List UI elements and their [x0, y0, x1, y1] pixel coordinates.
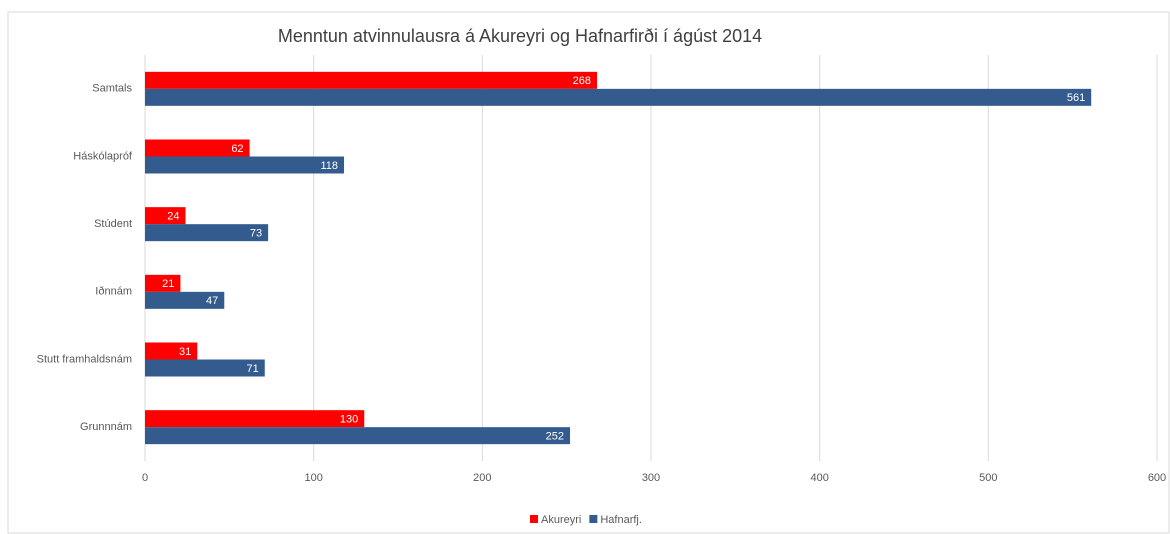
bar	[145, 71, 598, 89]
data-label: 62	[231, 143, 243, 155]
data-label: 71	[247, 363, 259, 375]
legend-swatch	[530, 515, 538, 523]
bar	[145, 224, 269, 242]
y-tick-label: Iðnnám	[95, 286, 132, 298]
data-label: 21	[162, 278, 174, 290]
y-tick-label: Stúdent	[94, 218, 132, 230]
x-tick-label: 600	[1148, 472, 1166, 484]
bar	[145, 410, 365, 428]
data-label: 118	[320, 160, 338, 172]
x-tick-label: 100	[304, 472, 322, 484]
bar	[145, 427, 571, 445]
x-tick-label: 400	[810, 472, 828, 484]
x-tick-label: 500	[979, 472, 997, 484]
bar	[145, 274, 181, 292]
data-label: 47	[206, 295, 218, 307]
y-tick-label: Grunnnám	[80, 421, 132, 433]
legend-label: Akureyri	[541, 514, 581, 526]
x-tick-label: 0	[142, 472, 148, 484]
chart-title: Menntun atvinnulausra á Akureyri og Hafn…	[278, 26, 762, 46]
x-tick-label: 200	[473, 472, 491, 484]
data-label: 31	[179, 346, 191, 358]
bar	[145, 207, 186, 225]
data-label: 130	[340, 414, 358, 426]
data-label: 73	[250, 228, 262, 240]
bar	[145, 291, 225, 309]
bar	[145, 342, 198, 360]
data-label: 268	[573, 75, 591, 87]
y-tick-label: Háskólapróf	[73, 150, 133, 162]
y-tick-label: Samtals	[92, 83, 132, 95]
bar	[145, 88, 1092, 106]
legend-label: Hafnarfj.	[600, 514, 642, 526]
y-tick-label: Stutt framhaldsnám	[37, 353, 132, 365]
data-label: 24	[167, 211, 179, 223]
x-tick-label: 300	[642, 472, 660, 484]
data-label: 252	[546, 431, 564, 443]
data-label: 561	[1067, 92, 1085, 104]
bar	[145, 156, 345, 174]
legend-swatch	[589, 515, 598, 523]
bar	[145, 139, 250, 157]
bar	[145, 359, 265, 377]
